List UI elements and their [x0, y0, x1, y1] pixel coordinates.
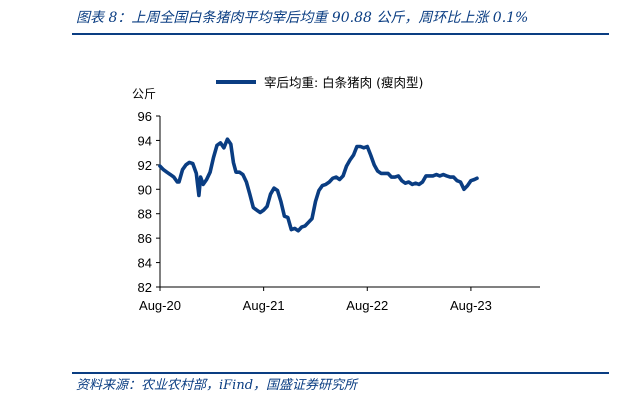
title-divider	[72, 33, 609, 35]
source-divider	[72, 372, 609, 374]
figure-title: 图表 8：上周全国白条猪肉平均宰后均重 90.88 公斤，周环比上涨 0.1%	[76, 10, 529, 26]
legend: 宰后均重: 白条猪肉 (瘦肉型)	[216, 75, 423, 90]
y-tick-label: 84	[138, 256, 152, 271]
legend-label: 宰后均重: 白条猪肉 (瘦肉型)	[264, 75, 423, 90]
series-line	[158, 137, 479, 233]
y-tick-label: 82	[138, 280, 152, 295]
y-tick-label: 88	[138, 207, 152, 222]
x-tick-label: Aug-22	[346, 298, 388, 313]
y-tick-label: 92	[138, 158, 152, 173]
line-chart: 宰后均重: 白条猪肉 (瘦肉型) 公斤 82 84 86 88 90 92 94 96 Aug…	[132, 75, 540, 313]
y-tick-label: 86	[138, 231, 152, 246]
y-tick-label: 94	[138, 133, 152, 148]
x-axis-ticks: Aug-20 Aug-21 Aug-22 Aug-23	[139, 287, 492, 313]
x-tick-label: Aug-23	[450, 298, 492, 313]
x-tick-label: Aug-21	[243, 298, 285, 313]
y-tick-label: 96	[138, 109, 152, 124]
y-axis-ticks: 82 84 86 88 90 92 94 96	[138, 109, 160, 295]
y-tick-label: 90	[138, 182, 152, 197]
source-note: 资料来源：农业农村部，iFind，国盛证券研究所	[76, 378, 358, 393]
x-tick-label: Aug-20	[139, 298, 181, 313]
y-axis-unit: 公斤	[132, 87, 156, 101]
